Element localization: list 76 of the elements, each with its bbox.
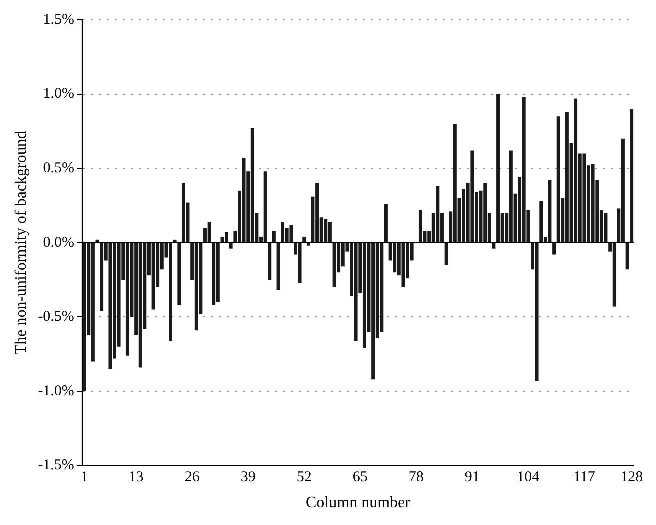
y-tick-label: 1.5% [43,12,74,28]
bar [225,232,229,242]
bar [354,243,358,341]
bar [565,112,569,242]
bar [264,172,268,242]
bar [298,243,302,284]
bar [372,243,376,380]
bar [182,183,186,242]
bar [484,183,488,242]
bar [216,243,220,302]
bar [470,150,474,242]
bar [250,128,254,242]
y-tick-label: -0.5% [38,309,74,326]
bar [173,240,177,242]
bar [272,231,276,242]
y-tick-label: 0.5% [43,160,74,177]
bar [281,222,285,242]
bar [302,236,306,242]
x-tick-label: 91 [464,470,480,486]
bar [453,124,457,242]
bar [82,243,86,392]
bar [362,243,366,348]
bar [552,243,556,255]
bar [535,243,539,382]
bar [152,243,156,310]
bar [126,243,130,356]
bar [540,201,544,242]
bar [328,222,332,242]
x-tick-label: 39 [240,470,256,486]
bar [393,243,397,273]
x-tick-label: 52 [296,470,312,486]
bar [418,210,422,242]
bar [492,243,496,249]
y-tick-label: 0.0% [43,234,74,251]
bar [436,186,440,242]
y-tick-label: -1.0% [38,383,74,400]
bar [194,243,198,331]
y-axis-title: The non-uniformity of background [12,131,30,355]
bar [402,243,406,288]
x-tick-label: 128 [620,470,644,486]
bar [582,154,586,242]
bar [384,204,388,242]
bar [444,243,448,266]
x-tick-label: 117 [573,470,596,486]
bar [178,243,182,306]
x-tick-label: 26 [184,470,200,486]
x-tick-label: 78 [408,470,424,486]
x-tick-label: 104 [517,470,540,486]
bar [324,219,328,242]
bar [212,243,216,306]
bar [306,243,310,246]
x-axis-title: Column number [306,494,412,512]
bar [556,116,560,242]
bar [242,158,246,242]
bar [574,98,578,242]
x-tick-label: 65 [352,470,368,486]
bar [509,150,513,242]
bar [630,109,634,242]
x-tick-label: 1 [80,470,88,486]
bar [522,97,526,242]
bar [626,243,630,270]
bar [591,164,595,242]
bar [208,222,212,242]
bar [290,225,294,242]
bar [108,243,112,370]
bar [548,180,552,242]
bar [91,243,95,362]
bar [100,243,104,312]
bar [316,183,320,242]
y-tick-label: 1.0% [43,86,74,102]
bar [268,243,272,280]
x-tick-label: 13 [128,470,144,486]
y-tick-label: -1.5% [38,458,74,474]
bar [138,243,142,368]
bar [612,243,616,307]
bar [229,243,233,249]
